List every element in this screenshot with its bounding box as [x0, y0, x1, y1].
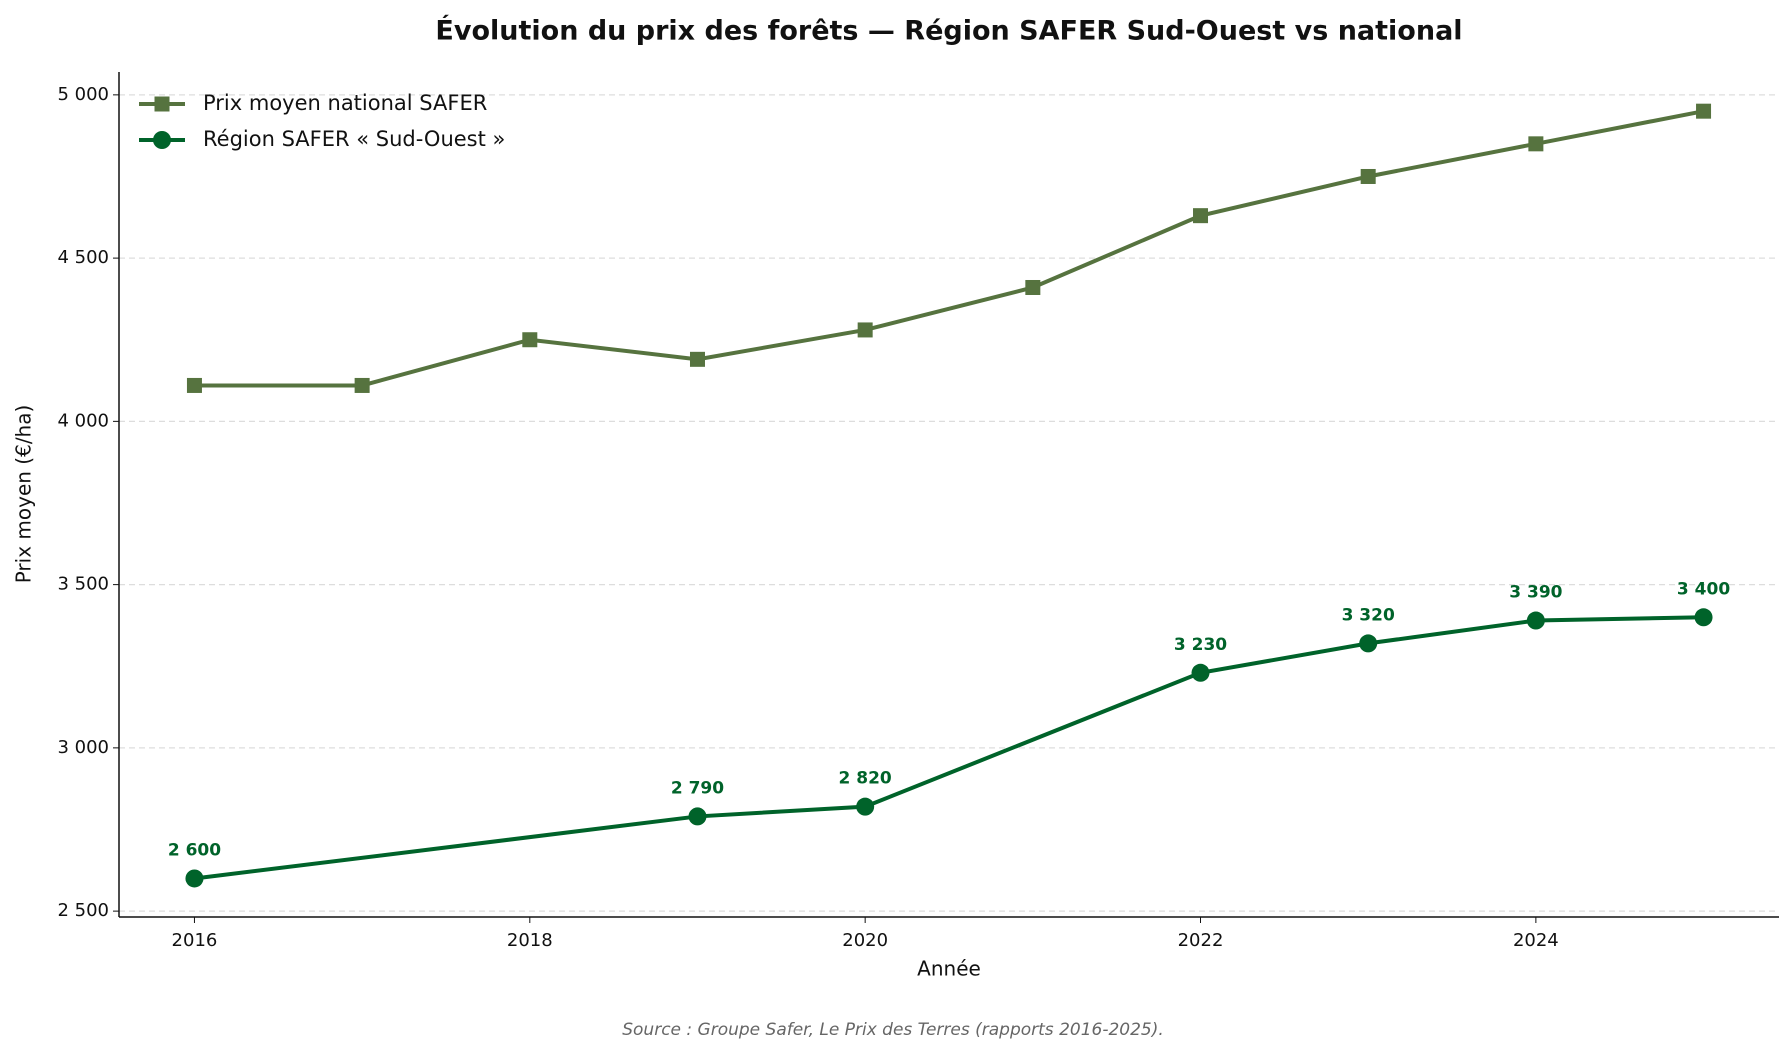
legend-label: Région SAFER « Sud-Ouest »: [203, 127, 505, 151]
data-point: [1696, 103, 1712, 119]
x-tick-label: 2024: [1513, 930, 1559, 951]
value-label: 2 600: [168, 840, 221, 860]
source-note: Source : Groupe Safer, Le Prix des Terre…: [622, 1020, 1164, 1040]
data-point: [1193, 208, 1209, 224]
y-tick-label: 5 000: [57, 84, 109, 105]
x-tick-label: 2016: [172, 930, 218, 951]
value-label: 2 790: [671, 778, 724, 798]
x-axis-label: Année: [917, 957, 981, 981]
value-label: 3 320: [1342, 605, 1395, 625]
data-point: [688, 807, 707, 826]
data-point: [354, 377, 370, 393]
legend-label: Prix moyen national SAFER: [203, 91, 487, 115]
legend-marker: [153, 131, 171, 149]
data-point: [186, 377, 202, 393]
data-point: [857, 322, 873, 338]
data-point: [856, 797, 875, 816]
data-point: [522, 332, 538, 348]
data-point: [1359, 634, 1378, 653]
y-tick-label: 3 500: [57, 574, 109, 595]
data-point: [1191, 663, 1210, 682]
data-point: [689, 351, 705, 367]
y-tick-label: 2 500: [57, 900, 109, 921]
value-label: 3 390: [1509, 583, 1562, 603]
value-label: 3 400: [1677, 579, 1730, 599]
chart-title: Évolution du prix des forêts — Région SA…: [435, 15, 1462, 47]
x-tick-label: 2022: [1178, 930, 1224, 951]
y-tick-label: 4 500: [57, 247, 109, 268]
y-tick-label: 4 000: [57, 410, 109, 431]
data-point: [1526, 611, 1545, 630]
x-tick-label: 2020: [842, 930, 888, 951]
x-tick-label: 2018: [507, 930, 553, 951]
data-point: [185, 869, 204, 888]
legend-marker: [154, 96, 170, 112]
data-point: [1694, 608, 1713, 627]
y-tick-label: 3 000: [57, 737, 109, 758]
data-point: [1528, 136, 1544, 152]
data-point: [1360, 168, 1376, 184]
value-label: 3 230: [1174, 635, 1227, 655]
y-axis-label: Prix moyen (€/ha): [12, 405, 36, 584]
data-point: [1025, 279, 1041, 295]
value-label: 2 820: [839, 769, 892, 789]
series-line: [194, 109, 1704, 388]
